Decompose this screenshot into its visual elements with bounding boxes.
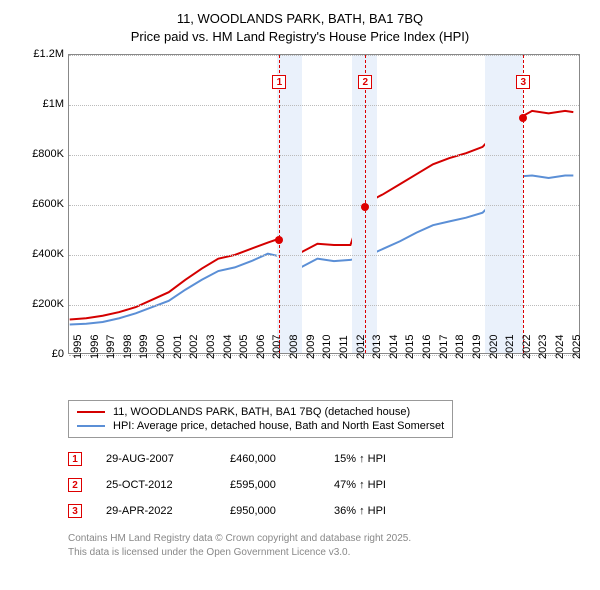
sale-row-marker: 1 — [68, 452, 82, 466]
x-axis-label: 2014 — [388, 335, 400, 359]
x-axis-label: 2017 — [438, 335, 450, 359]
x-axis-label: 2025 — [571, 335, 583, 359]
x-axis-label: 2024 — [554, 335, 566, 359]
x-axis-label: 1995 — [72, 335, 84, 359]
y-gridline — [69, 105, 579, 106]
x-axis-label: 2020 — [488, 335, 500, 359]
x-axis-label: 2022 — [521, 335, 533, 359]
sale-pct: 15% ↑ HPI — [334, 453, 434, 465]
sale-marker-box: 1 — [272, 75, 286, 89]
x-axis-label: 2001 — [172, 335, 184, 359]
y-gridline — [69, 155, 579, 156]
legend: 11, WOODLANDS PARK, BATH, BA1 7BQ (detac… — [68, 400, 453, 438]
sale-row-marker: 2 — [68, 478, 82, 492]
legend-swatch — [77, 425, 105, 427]
legend-label: 11, WOODLANDS PARK, BATH, BA1 7BQ (detac… — [113, 406, 410, 418]
footer-line2: This data is licensed under the Open Gov… — [68, 546, 580, 560]
footer-line1: Contains HM Land Registry data © Crown c… — [68, 532, 580, 546]
x-axis-label: 2013 — [371, 335, 383, 359]
footer-attribution: Contains HM Land Registry data © Crown c… — [68, 532, 580, 560]
chart-area: 123 £0£200K£400K£600K£800K£1M£1.2M199519… — [20, 54, 580, 394]
sale-row: 1 29-AUG-2007 £460,000 15% ↑ HPI — [68, 446, 580, 472]
sale-pct: 36% ↑ HPI — [334, 505, 434, 517]
x-axis-label: 2019 — [471, 335, 483, 359]
y-gridline — [69, 255, 579, 256]
sale-pct: 47% ↑ HPI — [334, 479, 434, 491]
legend-swatch — [77, 411, 105, 413]
legend-item: HPI: Average price, detached house, Bath… — [77, 419, 444, 433]
legend-item: 11, WOODLANDS PARK, BATH, BA1 7BQ (detac… — [77, 405, 444, 419]
y-gridline — [69, 305, 579, 306]
sale-date: 25-OCT-2012 — [106, 479, 206, 491]
sale-price: £460,000 — [230, 453, 310, 465]
sale-marker-box: 2 — [358, 75, 372, 89]
x-axis-label: 2000 — [155, 335, 167, 359]
x-axis-label: 2010 — [321, 335, 333, 359]
x-axis-label: 2015 — [404, 335, 416, 359]
x-axis-label: 2016 — [421, 335, 433, 359]
sale-marker-line — [279, 55, 280, 353]
sale-row-marker: 3 — [68, 504, 82, 518]
sale-date: 29-APR-2022 — [106, 505, 206, 517]
x-axis-label: 2021 — [504, 335, 516, 359]
chart-title: 11, WOODLANDS PARK, BATH, BA1 7BQ Price … — [20, 10, 580, 46]
sale-date: 29-AUG-2007 — [106, 453, 206, 465]
sale-marker-box: 3 — [516, 75, 530, 89]
sale-row: 2 25-OCT-2012 £595,000 47% ↑ HPI — [68, 472, 580, 498]
y-axis-label: £1.2M — [20, 48, 64, 60]
x-axis-label: 1997 — [105, 335, 117, 359]
x-axis-label: 1996 — [89, 335, 101, 359]
x-axis-label: 2012 — [355, 335, 367, 359]
title-line2: Price paid vs. HM Land Registry's House … — [20, 28, 580, 46]
x-axis-label: 2009 — [305, 335, 317, 359]
x-axis-label: 2006 — [255, 335, 267, 359]
sale-marker-dot — [275, 236, 283, 244]
x-axis-label: 1998 — [122, 335, 134, 359]
x-axis-label: 2002 — [188, 335, 200, 359]
x-axis-label: 1999 — [138, 335, 150, 359]
recession-band — [485, 55, 523, 353]
y-axis-label: £1M — [20, 98, 64, 110]
y-axis-label: £800K — [20, 148, 64, 160]
title-line1: 11, WOODLANDS PARK, BATH, BA1 7BQ — [20, 10, 580, 28]
x-axis-label: 2004 — [222, 335, 234, 359]
x-axis-label: 2023 — [537, 335, 549, 359]
y-axis-label: £400K — [20, 248, 64, 260]
plot-area: 1 2 3 — [68, 54, 580, 354]
x-axis-label: 2008 — [288, 335, 300, 359]
y-axis-label: £600K — [20, 198, 64, 210]
recession-band — [277, 55, 302, 353]
legend-label: HPI: Average price, detached house, Bath… — [113, 420, 444, 432]
y-axis-label: £0 — [20, 348, 64, 360]
sale-price: £950,000 — [230, 505, 310, 517]
y-gridline — [69, 55, 579, 56]
sale-marker-dot — [361, 203, 369, 211]
sale-marker-line — [523, 55, 524, 353]
sale-marker-dot — [519, 114, 527, 122]
y-gridline — [69, 205, 579, 206]
x-axis-label: 2003 — [205, 335, 217, 359]
sale-price: £595,000 — [230, 479, 310, 491]
y-axis-label: £200K — [20, 298, 64, 310]
sales-table: 1 29-AUG-2007 £460,000 15% ↑ HPI 2 25-OCT-201… — [68, 446, 580, 524]
x-axis-label: 2007 — [271, 335, 283, 359]
x-axis-label: 2005 — [238, 335, 250, 359]
sale-row: 3 29-APR-2022 £950,000 36% ↑ HPI — [68, 498, 580, 524]
x-axis-label: 2018 — [454, 335, 466, 359]
x-axis-label: 2011 — [338, 336, 350, 360]
chart-container: 11, WOODLANDS PARK, BATH, BA1 7BQ Price … — [0, 0, 600, 570]
